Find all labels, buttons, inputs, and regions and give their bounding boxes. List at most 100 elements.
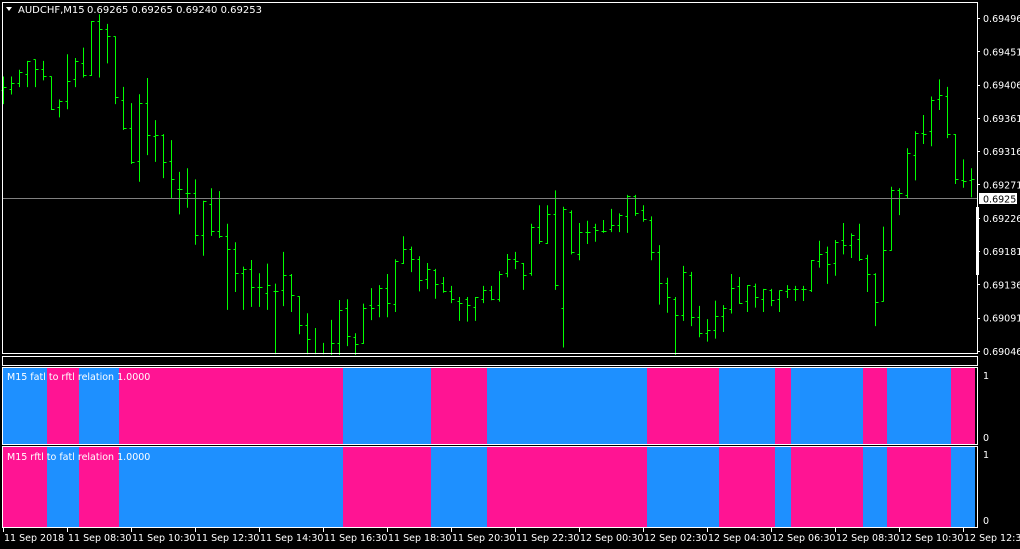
triangle-down-icon[interactable] xyxy=(6,7,12,11)
ohlc-bar xyxy=(905,148,911,199)
ohlc-bar xyxy=(953,134,959,185)
ohlc-bar xyxy=(89,20,95,76)
ohlc-bar xyxy=(209,188,215,236)
time-tick-label: 11 Sep 22:30 xyxy=(516,533,579,544)
indicator-state-block xyxy=(3,368,47,444)
ohlc-bar xyxy=(401,236,407,264)
ohlc-bar xyxy=(33,59,39,88)
ohlc-bar xyxy=(145,77,151,156)
time-tick-label: 11 Sep 20:30 xyxy=(452,533,515,544)
ohlc-bar xyxy=(577,222,583,261)
time-axis: 11 Sep 2018 11 Sep 08:30 11 Sep 10:30 11 Se… xyxy=(3,528,1020,544)
ohlc-bar xyxy=(497,271,503,302)
ohlc-bar xyxy=(521,262,527,290)
ohlc-bar xyxy=(337,299,343,355)
ohlc-bar xyxy=(241,266,247,310)
ohlc-bar xyxy=(649,216,655,261)
indicator-state-block xyxy=(431,368,487,444)
ohlc-bar xyxy=(721,305,727,333)
empty-subwindow xyxy=(2,356,978,366)
ohlc-bar xyxy=(193,179,199,245)
ohlc-bar xyxy=(353,333,359,355)
ohlc-bar xyxy=(305,313,311,355)
indicator-panel-1[interactable] xyxy=(2,367,978,445)
indicator-state-block xyxy=(79,368,119,444)
time-tick-label: 11 Sep 2018 xyxy=(4,533,64,544)
ohlc-bar xyxy=(265,263,271,310)
ohlc-bar xyxy=(561,206,567,348)
price-tick-label: 0.69271 xyxy=(983,181,1020,192)
time-tick-label: 12 Sep 04:30 xyxy=(708,533,771,544)
time-tick-label: 12 Sep 12:30 xyxy=(964,533,1020,544)
ohlc-bar xyxy=(225,223,231,310)
ohlc-bar xyxy=(801,285,807,301)
ohlc-bar xyxy=(41,60,47,81)
ohlc-bar xyxy=(713,300,719,339)
ohlc-bar xyxy=(689,271,695,327)
indicator-state-block xyxy=(3,447,47,527)
indicator-1-label: M15 fatl to rftl relation 1.0000 xyxy=(7,372,150,383)
ohlc-bar xyxy=(489,285,495,301)
ohlc-bar xyxy=(233,242,239,293)
ohlc-bar xyxy=(969,168,975,198)
ohlc-bar xyxy=(681,265,687,321)
ohlc-bar xyxy=(961,159,967,188)
time-tick-label: 12 Sep 06:30 xyxy=(772,533,835,544)
price-tick-label: 0.69136 xyxy=(983,280,1020,291)
indicator-layer xyxy=(3,368,975,527)
ohlc-bar xyxy=(545,205,551,244)
ohlc-bar xyxy=(417,256,423,292)
ohlc-bar xyxy=(369,288,375,321)
indicator-state-block xyxy=(863,447,887,527)
time-tick-label: 11 Sep 16:30 xyxy=(324,533,387,544)
current-price-label: 0.69253 xyxy=(983,195,1020,206)
ohlc-bar xyxy=(321,342,327,355)
time-tick-label: 11 Sep 12:30 xyxy=(196,533,259,544)
indicator-state-block xyxy=(119,447,343,527)
indicator-state-block xyxy=(47,447,79,527)
time-tick-label: 12 Sep 10:30 xyxy=(900,533,963,544)
ohlc-bar xyxy=(121,86,127,130)
ohlc-bar xyxy=(57,99,63,118)
scroll-marker[interactable] xyxy=(976,207,979,275)
indicator-state-block xyxy=(887,447,951,527)
price-tick-label: 0.69361 xyxy=(983,114,1020,125)
ohlc-bar xyxy=(457,296,463,321)
indicator-1-min: 0 xyxy=(983,433,989,444)
ohlc-bar xyxy=(449,285,455,304)
time-tick-label: 11 Sep 14:30 xyxy=(260,533,323,544)
ohlc-bar xyxy=(137,94,143,182)
ohlc-bar xyxy=(481,285,487,304)
price-tick-label: 0.69181 xyxy=(983,247,1020,258)
price-tick-label: 0.69451 xyxy=(983,47,1020,58)
indicator-2-min: 0 xyxy=(983,516,989,527)
indicator-state-block xyxy=(719,368,775,444)
ohlc-bar xyxy=(841,222,847,255)
ohlc-bar xyxy=(65,54,71,110)
ohlc-bar xyxy=(97,14,103,78)
indicator-state-block xyxy=(47,368,79,444)
time-tick-label: 11 Sep 18:30 xyxy=(388,533,451,544)
main-chart-panel[interactable] xyxy=(2,2,978,354)
ohlc-bar xyxy=(129,103,135,165)
ohlc-bar xyxy=(673,296,679,355)
price-tick-label: 0.69496 xyxy=(983,14,1020,25)
ohlc-bar xyxy=(857,223,863,261)
ohlc-bar xyxy=(833,240,839,276)
indicator-state-block xyxy=(719,447,775,527)
indicator-panel-2[interactable] xyxy=(2,446,978,528)
ohlc-bar xyxy=(385,274,391,318)
ohlc-bar xyxy=(921,114,927,145)
indicator-state-block xyxy=(431,447,487,527)
price-tick-label: 0.69316 xyxy=(983,147,1020,158)
time-tick-label: 12 Sep 08:30 xyxy=(836,533,899,544)
indicator-state-block xyxy=(487,447,647,527)
ohlc-bar xyxy=(737,277,743,304)
ohlc-bar xyxy=(609,208,615,233)
time-tick-label: 11 Sep 08:30 xyxy=(68,533,131,544)
indicator-state-block xyxy=(775,447,791,527)
ohlc-bar xyxy=(345,299,351,347)
ohlc-bar xyxy=(17,69,23,88)
ohlc-bar xyxy=(761,288,767,313)
